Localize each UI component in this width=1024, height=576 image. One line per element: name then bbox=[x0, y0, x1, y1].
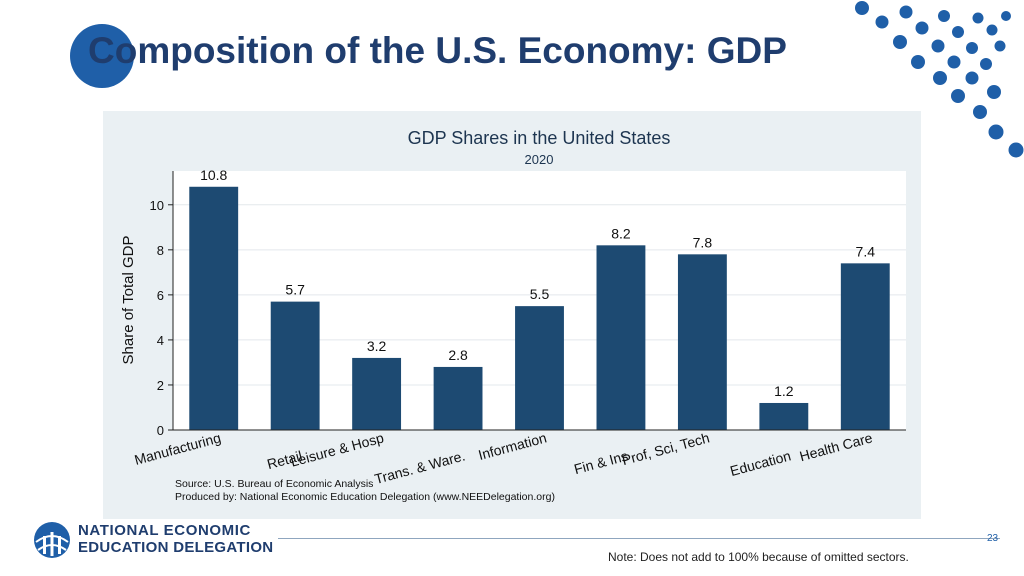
bar-information bbox=[515, 306, 564, 430]
title-accent-circle bbox=[70, 24, 134, 88]
footnote: Note: Does not add to 100% because of om… bbox=[608, 550, 909, 564]
bar-education bbox=[759, 402, 809, 430]
bar-trans-ware bbox=[433, 366, 483, 430]
y-tick-label: 0 bbox=[157, 423, 164, 438]
chart-subtitle: 2020 bbox=[525, 152, 554, 167]
bar-value-label: 3.2 bbox=[367, 338, 387, 354]
chart-title: GDP Shares in the United States bbox=[408, 128, 671, 148]
footer-divider bbox=[278, 538, 1000, 539]
logo-line-1: NATIONAL ECONOMIC bbox=[78, 522, 251, 539]
bar-fin-ins bbox=[596, 245, 646, 430]
bar-value-label: 2.8 bbox=[448, 347, 468, 363]
globe-icon bbox=[34, 522, 70, 558]
x-category-label: Manufacturing bbox=[133, 429, 223, 467]
bar-value-label: 5.7 bbox=[285, 282, 305, 298]
bar-prof-sci-tech bbox=[677, 254, 727, 430]
bar-value-label: 8.2 bbox=[611, 225, 631, 241]
logo-line-2: EDUCATION DELEGATION bbox=[78, 539, 274, 556]
y-tick-label: 6 bbox=[157, 288, 164, 303]
x-category-label: Health Care bbox=[798, 429, 875, 464]
gdp-bar-chart: 024681010.8Manufacturing5.7Retail3.2Leis… bbox=[120, 128, 906, 503]
x-category-label: Leisure & Hosp bbox=[289, 429, 386, 469]
bar-manufacturing bbox=[189, 186, 239, 430]
bar-value-label: 5.5 bbox=[530, 286, 550, 302]
y-tick-label: 8 bbox=[157, 243, 164, 258]
bar-value-label: 7.8 bbox=[693, 234, 713, 250]
bar-value-label: 7.4 bbox=[856, 243, 876, 259]
decorative-dots bbox=[855, 1, 1024, 158]
x-category-label: Prof, Sci, Tech bbox=[620, 429, 711, 468]
source-line: Source: U.S. Bureau of Economic Analysis bbox=[175, 478, 373, 490]
page-number: 23 bbox=[987, 533, 999, 544]
x-category-label: Trans. & Ware. bbox=[373, 447, 467, 487]
chart-panel: 0 2 4 6 8 10 10.8 Manufacturing 5.7 Retail 3.2 Leis… bbox=[103, 111, 921, 519]
bar-retail bbox=[270, 301, 320, 430]
bar-leisure-hosp bbox=[352, 357, 402, 430]
y-tick-label: 4 bbox=[157, 333, 164, 348]
nee-logo: NATIONAL ECONOMIC EDUCATION DELEGATION bbox=[30, 518, 274, 562]
y-axis-label: Share of Total GDP bbox=[120, 236, 137, 365]
slide-title: Composition of the U.S. Economy: GDP bbox=[88, 30, 787, 71]
y-tick-label: 10 bbox=[150, 198, 164, 213]
x-category-label: Education bbox=[728, 447, 792, 479]
bar-health-care bbox=[840, 263, 890, 430]
produced-by-line: Produced by: National Economic Education… bbox=[175, 491, 555, 503]
x-category-label: Information bbox=[476, 429, 548, 463]
y-tick-label: 2 bbox=[157, 378, 164, 393]
bar-value-label: 1.2 bbox=[774, 383, 794, 399]
bar-value-label: 10.8 bbox=[200, 167, 227, 183]
